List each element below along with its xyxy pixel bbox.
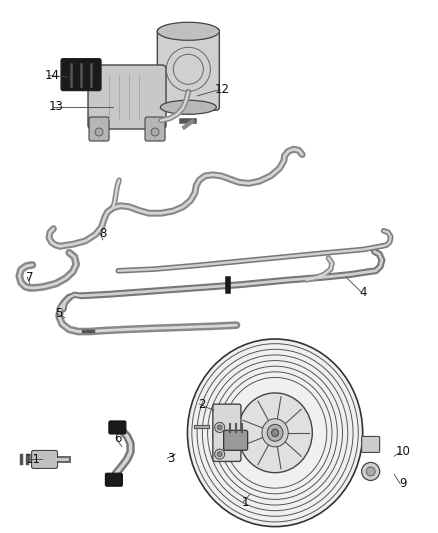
FancyBboxPatch shape	[213, 404, 241, 462]
Ellipse shape	[160, 100, 216, 114]
FancyBboxPatch shape	[109, 421, 126, 434]
Text: 3: 3	[167, 452, 174, 465]
Text: 8: 8	[99, 227, 106, 240]
FancyBboxPatch shape	[224, 430, 247, 450]
Text: 5: 5	[56, 307, 63, 320]
FancyBboxPatch shape	[89, 117, 109, 141]
Circle shape	[215, 423, 225, 432]
Circle shape	[366, 467, 375, 476]
Text: 4: 4	[360, 286, 367, 298]
Text: 12: 12	[215, 83, 230, 96]
FancyBboxPatch shape	[88, 65, 166, 129]
Text: 6: 6	[114, 432, 122, 445]
FancyBboxPatch shape	[32, 450, 57, 469]
FancyBboxPatch shape	[157, 28, 219, 110]
Text: 9: 9	[399, 478, 407, 490]
Text: 10: 10	[396, 446, 410, 458]
Text: 14: 14	[44, 69, 59, 82]
Ellipse shape	[267, 424, 283, 441]
FancyBboxPatch shape	[61, 59, 101, 91]
Circle shape	[217, 451, 222, 457]
Ellipse shape	[157, 22, 219, 41]
Ellipse shape	[187, 339, 363, 527]
Text: 11: 11	[25, 453, 40, 466]
Ellipse shape	[262, 419, 288, 447]
Ellipse shape	[272, 429, 279, 437]
Circle shape	[362, 463, 380, 480]
Text: 2: 2	[198, 398, 205, 410]
Text: 13: 13	[49, 100, 64, 113]
FancyBboxPatch shape	[362, 437, 380, 453]
Circle shape	[215, 449, 225, 459]
Circle shape	[95, 128, 103, 136]
Text: 1: 1	[241, 496, 249, 508]
Text: 7: 7	[26, 271, 34, 284]
FancyBboxPatch shape	[145, 117, 165, 141]
FancyBboxPatch shape	[106, 473, 122, 486]
Ellipse shape	[238, 393, 312, 473]
Circle shape	[151, 128, 159, 136]
Circle shape	[217, 425, 222, 430]
